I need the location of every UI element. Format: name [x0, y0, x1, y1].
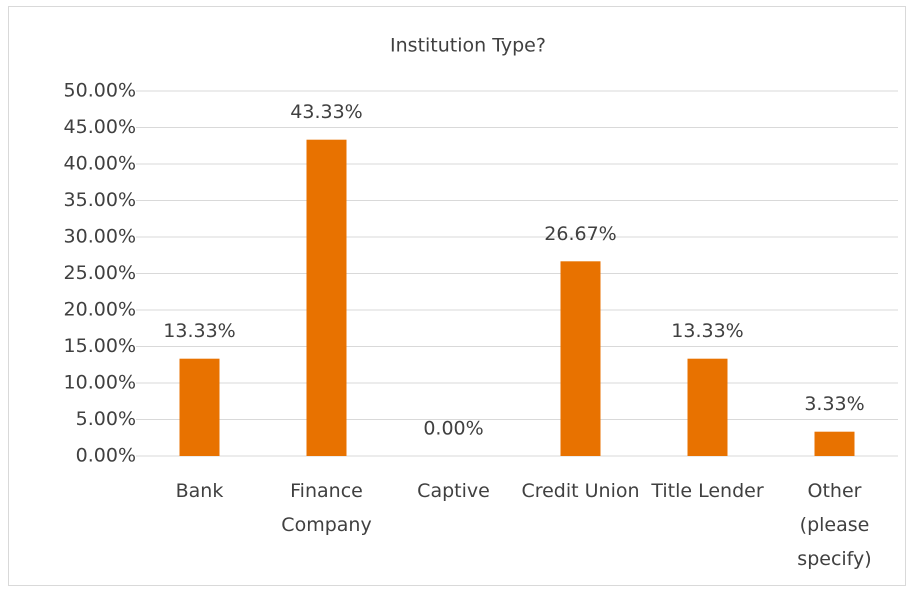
data-label: 43.33% [290, 101, 362, 123]
y-tick-label: 5.00% [76, 408, 136, 430]
y-tick-label: 20.00% [64, 299, 136, 321]
y-tick-label: 30.00% [64, 226, 136, 248]
y-tick-label: 25.00% [64, 262, 136, 284]
y-tick-label: 45.00% [64, 116, 136, 138]
chart-border [8, 6, 906, 586]
y-tick-label: 10.00% [64, 372, 136, 394]
chart-title: Institution Type? [390, 35, 546, 57]
bar [814, 431, 855, 456]
data-label: 26.67% [544, 223, 616, 245]
bar [560, 261, 601, 456]
bar [179, 358, 220, 456]
data-label: 13.33% [671, 320, 743, 342]
y-tick-label: 35.00% [64, 189, 136, 211]
x-tick-label: Title Lender [651, 480, 764, 502]
bar [306, 139, 347, 457]
x-tick-label: Bank [175, 480, 224, 502]
x-tick-label: Other (please specify) [797, 480, 872, 570]
y-tick-label: 15.00% [64, 335, 136, 357]
x-tick-label: Captive [417, 480, 490, 502]
x-tick-label: Credit Union [521, 480, 640, 502]
y-tick-label: 40.00% [64, 153, 136, 175]
data-label: 0.00% [423, 418, 483, 440]
bar [687, 358, 728, 456]
x-tick-label: Finance Company [281, 480, 372, 536]
data-label: 13.33% [163, 320, 235, 342]
data-label: 3.33% [804, 393, 864, 415]
y-tick-label: 0.00% [76, 445, 136, 467]
y-tick-label: 50.00% [64, 80, 136, 102]
